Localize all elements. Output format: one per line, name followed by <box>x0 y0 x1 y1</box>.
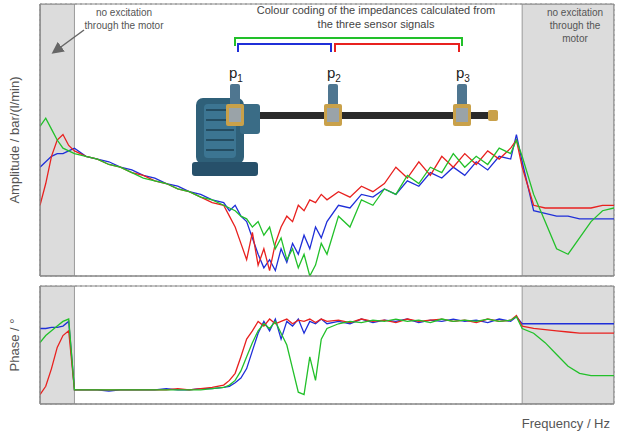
svg-text:Phase / °: Phase / ° <box>7 319 22 372</box>
html-text:no excitation through the moto: no excitation through the motor <box>84 7 164 31</box>
svg-text:p2: p2 <box>327 64 341 84</box>
svg-text:Amplitude / bar/(l/min): Amplitude / bar/(l/min) <box>7 76 22 203</box>
svg-text:p3: p3 <box>456 64 470 84</box>
html-text:Colour coding of the impedance: Colour coding of the impedances calculat… <box>256 4 496 30</box>
svg-text:Frequency / Hz: Frequency / Hz <box>522 416 610 431</box>
html-text:no excitation through the moto: no excitation through the motor <box>546 7 604 44</box>
svg-text:p1: p1 <box>229 64 243 84</box>
